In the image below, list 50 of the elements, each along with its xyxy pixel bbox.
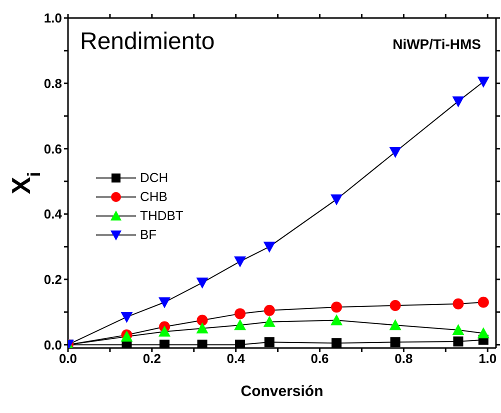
x-tick-label: 0.0: [58, 351, 78, 366]
x-tick-label: 1.0: [478, 351, 497, 366]
point: [235, 340, 246, 348]
point: [477, 327, 490, 338]
point: [330, 194, 343, 206]
x-tick-label: 0.8: [394, 351, 413, 366]
point: [263, 316, 276, 327]
point: [196, 322, 208, 334]
y-tick-label: 0.6: [44, 141, 62, 156]
annotation: NiWP/Ti-HMS: [392, 36, 481, 52]
y-tick-label: 0.8: [44, 76, 62, 91]
y-tick-label: 0.2: [44, 272, 62, 287]
legend-label: BF: [140, 227, 157, 242]
y-tick-label: 1.0: [44, 10, 62, 26]
x-tick-label: 0.6: [310, 351, 329, 366]
point: [234, 256, 246, 268]
point: [390, 337, 400, 348]
point: [158, 297, 171, 308]
point: [389, 146, 402, 158]
point: [197, 340, 208, 348]
point: [234, 308, 246, 320]
point: [263, 242, 276, 253]
point: [330, 314, 343, 326]
point: [452, 298, 464, 310]
point: [452, 324, 464, 336]
point: [452, 96, 464, 108]
x-tick-label: 0.2: [142, 351, 161, 366]
point: [196, 314, 208, 326]
point: [158, 326, 171, 337]
point: [478, 296, 489, 308]
point: [477, 76, 490, 88]
point: [453, 336, 464, 346]
y-tick-label: 0.4: [44, 206, 63, 222]
point: [264, 304, 275, 316]
legend-label: THDBT: [140, 208, 184, 223]
annotation: Rendimiento: [80, 28, 215, 56]
point: [390, 300, 401, 312]
point: [389, 319, 402, 330]
x-tick-label: 0.4: [226, 351, 246, 366]
x-axis-title: Conversión: [240, 383, 324, 400]
legend-label: DCH: [140, 170, 168, 185]
point: [331, 302, 342, 313]
legend-label: CHB: [140, 189, 168, 204]
point: [160, 340, 170, 348]
y-tick-label: 0.0: [44, 337, 62, 352]
point: [332, 338, 342, 348]
point: [264, 337, 274, 348]
point: [234, 319, 246, 330]
point: [120, 312, 133, 323]
point: [196, 278, 208, 289]
